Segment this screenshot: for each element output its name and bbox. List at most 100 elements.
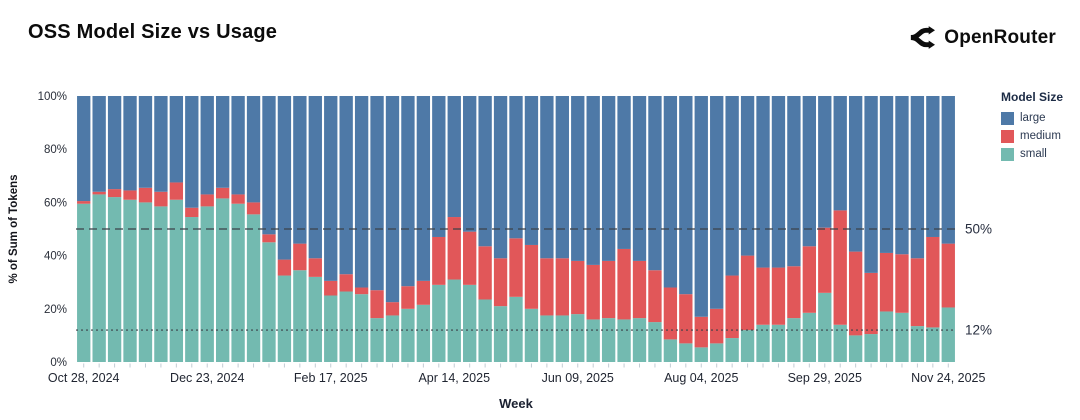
bar-segment-large[interactable] bbox=[725, 96, 739, 276]
bar-segment-medium[interactable] bbox=[848, 251, 863, 336]
bar-segment-large[interactable] bbox=[293, 96, 307, 244]
bar-segment-medium[interactable] bbox=[879, 252, 894, 312]
legend-item-medium[interactable]: medium bbox=[1001, 129, 1077, 144]
bar-segment-small[interactable] bbox=[848, 335, 863, 362]
bar-segment-medium[interactable] bbox=[231, 194, 245, 204]
bar-segment-large[interactable] bbox=[663, 96, 678, 288]
bar-segment-large[interactable] bbox=[354, 96, 369, 288]
bar-segment-large[interactable] bbox=[555, 96, 569, 259]
bar-segment-small[interactable] bbox=[540, 315, 554, 362]
bar-segment-medium[interactable] bbox=[524, 244, 539, 309]
bar-segment-large[interactable] bbox=[710, 96, 724, 309]
bar-segment-medium[interactable] bbox=[154, 191, 168, 207]
bar-segment-small[interactable] bbox=[324, 295, 338, 363]
bar-segment-medium[interactable] bbox=[710, 308, 724, 344]
bar-segment-small[interactable] bbox=[401, 308, 415, 362]
bar-segment-large[interactable] bbox=[740, 96, 755, 256]
bar-segment-large[interactable] bbox=[432, 96, 446, 237]
bar-segment-large[interactable] bbox=[92, 96, 106, 192]
bar-segment-medium[interactable] bbox=[200, 194, 214, 207]
bar-segment-medium[interactable] bbox=[77, 201, 91, 204]
bar-segment-large[interactable] bbox=[107, 96, 122, 190]
bar-segment-small[interactable] bbox=[710, 343, 724, 362]
bar-segment-small[interactable] bbox=[771, 324, 786, 362]
bar-segment-large[interactable] bbox=[864, 96, 878, 273]
bar-segment-medium[interactable] bbox=[354, 287, 369, 295]
bar-segment-medium[interactable] bbox=[401, 286, 415, 309]
bar-segment-small[interactable] bbox=[215, 198, 230, 362]
bar-segment-small[interactable] bbox=[601, 318, 616, 362]
bar-segment-medium[interactable] bbox=[324, 280, 338, 296]
bar-segment-medium[interactable] bbox=[802, 246, 817, 313]
bar-segment-large[interactable] bbox=[185, 96, 199, 208]
bar-segment-large[interactable] bbox=[277, 96, 292, 260]
bar-segment-medium[interactable] bbox=[586, 264, 600, 320]
bar-segment-large[interactable] bbox=[571, 96, 585, 261]
bar-segment-small[interactable] bbox=[447, 279, 461, 362]
bar-segment-small[interactable] bbox=[92, 194, 106, 362]
bar-segment-medium[interactable] bbox=[339, 274, 353, 292]
bar-segment-small[interactable] bbox=[725, 338, 739, 362]
bar-segment-small[interactable] bbox=[77, 203, 91, 362]
bar-segment-large[interactable] bbox=[648, 96, 662, 271]
bar-segment-small[interactable] bbox=[833, 324, 847, 362]
bar-segment-small[interactable] bbox=[200, 206, 214, 362]
bar-segment-large[interactable] bbox=[463, 96, 477, 232]
bar-segment-medium[interactable] bbox=[185, 207, 199, 218]
bar-segment-small[interactable] bbox=[339, 291, 353, 362]
bar-segment-medium[interactable] bbox=[663, 287, 678, 340]
bar-segment-large[interactable] bbox=[926, 96, 940, 237]
bar-segment-medium[interactable] bbox=[694, 316, 708, 348]
bar-segment-small[interactable] bbox=[138, 202, 153, 362]
bar-segment-medium[interactable] bbox=[833, 210, 847, 325]
bar-segment-small[interactable] bbox=[802, 312, 817, 362]
bar-segment-large[interactable] bbox=[910, 96, 925, 259]
bar-segment-medium[interactable] bbox=[262, 234, 276, 243]
bar-segment-small[interactable] bbox=[941, 307, 955, 362]
bar-segment-medium[interactable] bbox=[864, 272, 878, 335]
bar-segment-small[interactable] bbox=[154, 206, 168, 362]
bar-segment-small[interactable] bbox=[617, 319, 631, 362]
bar-segment-large[interactable] bbox=[848, 96, 863, 252]
bar-segment-large[interactable] bbox=[833, 96, 847, 211]
bar-segment-small[interactable] bbox=[679, 343, 693, 362]
bar-segment-large[interactable] bbox=[802, 96, 817, 247]
bar-segment-small[interactable] bbox=[586, 319, 600, 362]
bar-segment-medium[interactable] bbox=[416, 280, 431, 305]
bar-segment-large[interactable] bbox=[200, 96, 214, 195]
bar-segment-large[interactable] bbox=[123, 96, 137, 191]
bar-segment-large[interactable] bbox=[941, 96, 955, 244]
bar-segment-large[interactable] bbox=[215, 96, 230, 188]
bar-segment-medium[interactable] bbox=[370, 290, 384, 319]
bar-segment-large[interactable] bbox=[262, 96, 276, 235]
bar-segment-medium[interactable] bbox=[555, 258, 569, 316]
bar-segment-medium[interactable] bbox=[92, 191, 106, 195]
bar-segment-small[interactable] bbox=[879, 311, 894, 362]
bar-segment-medium[interactable] bbox=[725, 275, 739, 339]
bar-segment-medium[interactable] bbox=[123, 190, 137, 200]
bar-segment-large[interactable] bbox=[246, 96, 261, 203]
bar-segment-large[interactable] bbox=[617, 96, 631, 249]
bar-segment-large[interactable] bbox=[601, 96, 616, 261]
bar-segment-small[interactable] bbox=[864, 334, 878, 362]
bar-segment-medium[interactable] bbox=[601, 260, 616, 319]
bar-segment-large[interactable] bbox=[586, 96, 600, 265]
bar-segment-large[interactable] bbox=[478, 96, 492, 247]
bar-segment-large[interactable] bbox=[169, 96, 184, 183]
bar-segment-small[interactable] bbox=[308, 276, 322, 362]
bar-segment-small[interactable] bbox=[262, 242, 276, 362]
bar-segment-large[interactable] bbox=[154, 96, 168, 192]
bar-segment-small[interactable] bbox=[354, 294, 369, 362]
bar-segment-medium[interactable] bbox=[509, 238, 523, 297]
bar-segment-small[interactable] bbox=[756, 324, 770, 362]
bar-segment-large[interactable] bbox=[77, 96, 91, 202]
bar-segment-small[interactable] bbox=[370, 318, 384, 362]
bar-segment-large[interactable] bbox=[324, 96, 338, 281]
bar-segment-medium[interactable] bbox=[215, 187, 230, 199]
bar-segment-medium[interactable] bbox=[169, 182, 184, 200]
bar-segment-medium[interactable] bbox=[941, 243, 955, 308]
bar-segment-large[interactable] bbox=[385, 96, 400, 303]
bar-segment-small[interactable] bbox=[107, 197, 122, 362]
bar-segment-large[interactable] bbox=[756, 96, 770, 268]
bar-segment-medium[interactable] bbox=[571, 260, 585, 315]
